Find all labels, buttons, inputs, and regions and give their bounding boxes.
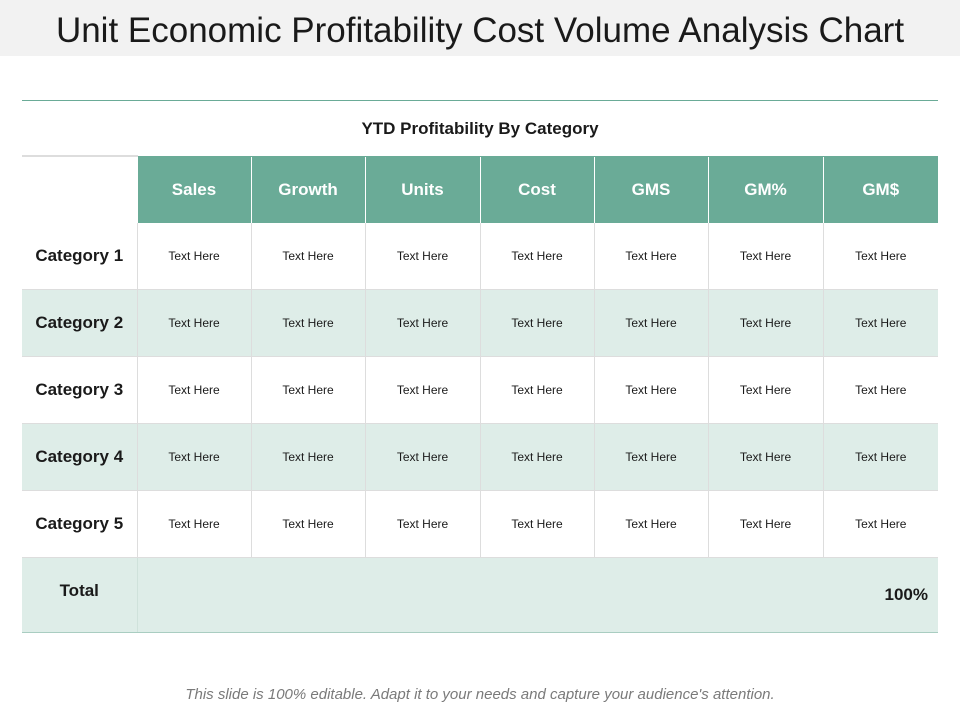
table-cell: Text Here xyxy=(707,423,823,491)
column-header-gm-dollar: GM$ xyxy=(822,155,938,223)
table-row: Category 4 Text Here Text Here Text Here… xyxy=(22,423,938,491)
row-label: Category 1 xyxy=(22,223,137,290)
title-bar xyxy=(0,0,960,56)
row-label: Category 2 xyxy=(22,289,137,357)
total-label: Total xyxy=(22,557,137,633)
table-cell: Text Here xyxy=(136,423,251,491)
table-row: Category 5 Text Here Text Here Text Here… xyxy=(22,490,938,558)
table-cell: Text Here xyxy=(136,289,251,357)
table-cell: Text Here xyxy=(479,356,594,424)
table-cell: Text Here xyxy=(822,490,938,558)
row-label: Category 3 xyxy=(22,356,137,424)
table-cell: Text Here xyxy=(250,490,365,558)
column-header-gms: GMS xyxy=(593,155,708,223)
table-cell: Text Here xyxy=(364,490,480,558)
column-header-growth: Growth xyxy=(250,155,365,223)
table-subtitle: YTD Profitability By Category xyxy=(361,119,599,138)
table-cell: Text Here xyxy=(822,356,938,424)
table-cell: Text Here xyxy=(707,223,823,290)
table-cell: Text Here xyxy=(364,289,480,357)
table-cell: Text Here xyxy=(364,423,480,491)
table-cell: Text Here xyxy=(707,289,823,357)
table-cell: Text Here xyxy=(707,356,823,424)
table-row: Category 2 Text Here Text Here Text Here… xyxy=(22,289,938,357)
header-row: Sales Growth Units Cost GMS GM% GM$ xyxy=(22,155,938,223)
table-cell: Text Here xyxy=(593,223,708,290)
table-cell: Text Here xyxy=(479,223,594,290)
footer-note: This slide is 100% editable. Adapt it to… xyxy=(185,686,775,703)
total-value: 100% xyxy=(136,557,938,633)
row-label: Category 4 xyxy=(22,423,137,491)
table-cell: Text Here xyxy=(593,289,708,357)
column-header-sales: Sales xyxy=(136,155,251,223)
table-cell: Text Here xyxy=(822,423,938,491)
table-cell: Text Here xyxy=(250,356,365,424)
top-divider xyxy=(22,100,938,101)
column-header-gm-percent: GM% xyxy=(707,155,823,223)
table-cell: Text Here xyxy=(707,490,823,558)
table-row: Category 3 Text Here Text Here Text Here… xyxy=(22,356,938,424)
row-label: Category 5 xyxy=(22,490,137,558)
slide-title: Unit Economic Profitability Cost Volume … xyxy=(55,11,905,50)
table-cell: Text Here xyxy=(136,490,251,558)
table-cell: Text Here xyxy=(136,223,251,290)
table-cell: Text Here xyxy=(250,223,365,290)
header-corner-cell xyxy=(22,155,137,223)
table-cell: Text Here xyxy=(136,356,251,424)
table-cell: Text Here xyxy=(593,490,708,558)
table-cell: Text Here xyxy=(479,423,594,491)
table-cell: Text Here xyxy=(593,423,708,491)
table-cell: Text Here xyxy=(822,223,938,290)
table-cell: Text Here xyxy=(479,289,594,357)
total-row: Total 100% xyxy=(22,557,938,633)
table-cell: Text Here xyxy=(479,490,594,558)
table-cell: Text Here xyxy=(364,223,480,290)
profitability-table: Sales Growth Units Cost GMS GM% GM$ Cate… xyxy=(22,155,938,633)
table-cell: Text Here xyxy=(593,356,708,424)
column-header-cost: Cost xyxy=(479,155,594,223)
table-cell: Text Here xyxy=(250,289,365,357)
table-cell: Text Here xyxy=(250,423,365,491)
table-row: Category 1 Text Here Text Here Text Here… xyxy=(22,223,938,290)
table-cell: Text Here xyxy=(822,289,938,357)
table-cell: Text Here xyxy=(364,356,480,424)
column-header-units: Units xyxy=(364,155,480,223)
